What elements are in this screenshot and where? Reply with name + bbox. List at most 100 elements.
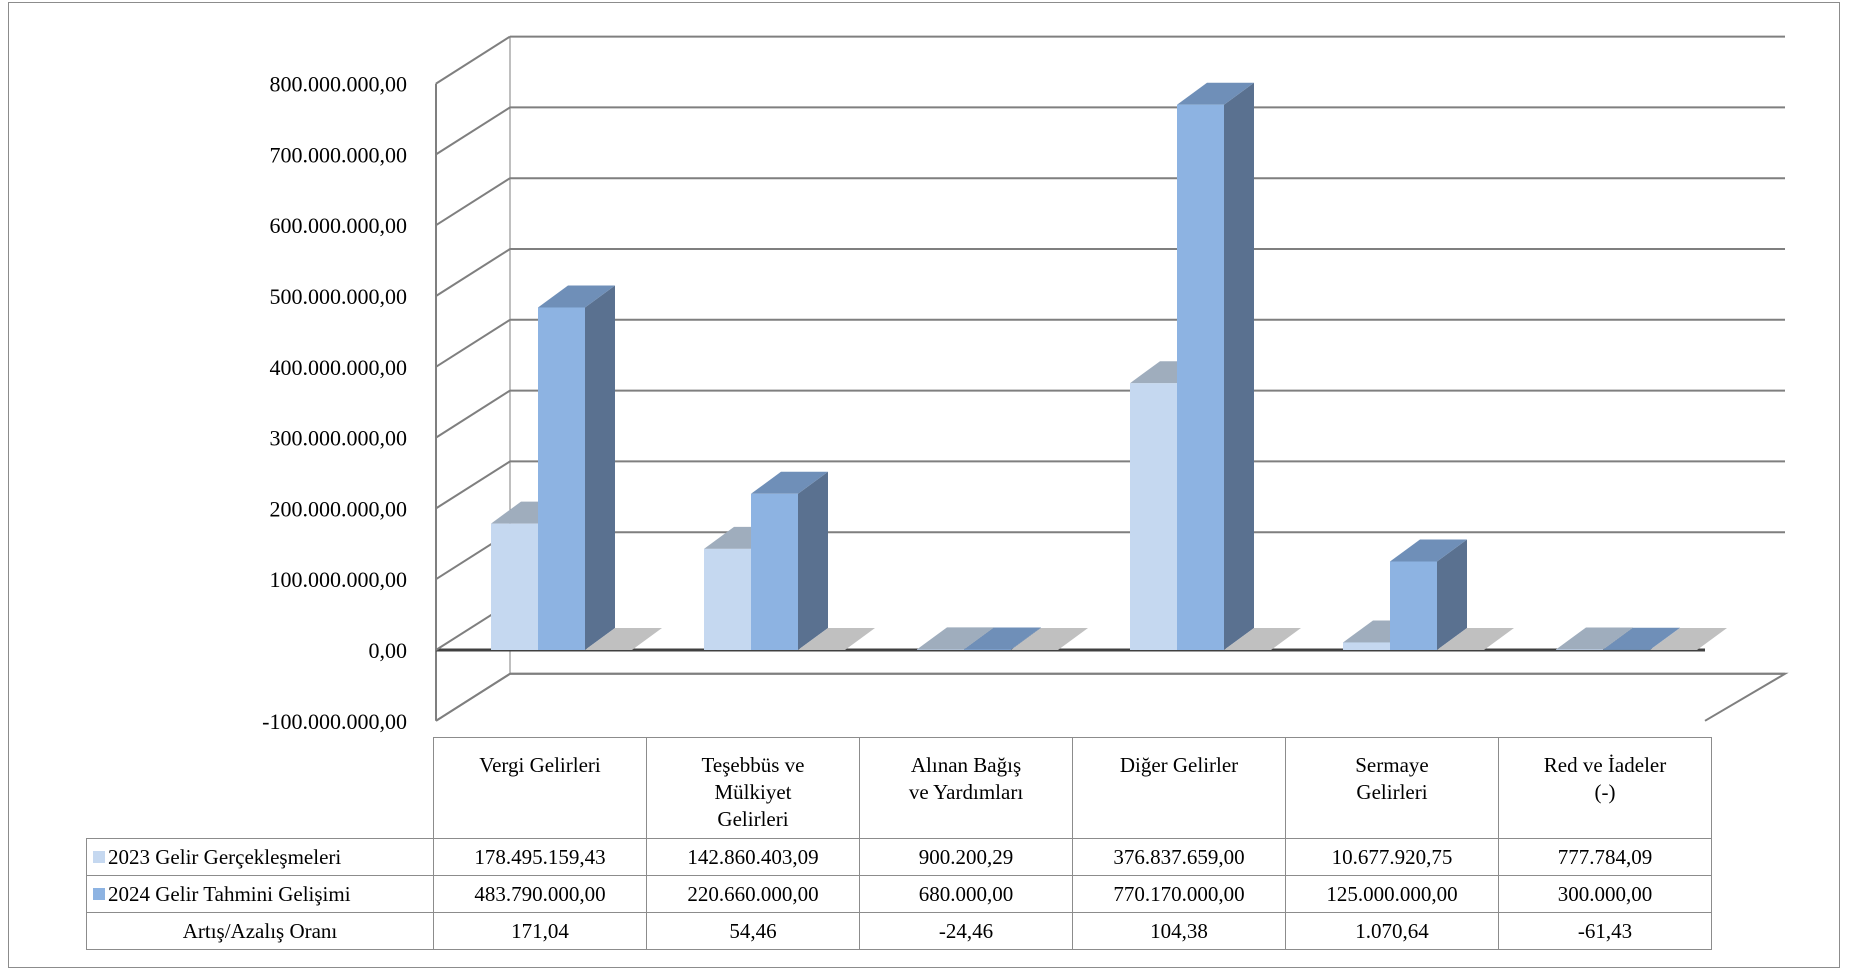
bar-shadow [1437,628,1514,650]
category-label-line: Mülkiyet [714,780,792,804]
bar-top [538,285,615,308]
data-label: 178.495.159,43 [433,838,647,876]
bar-side [585,285,615,650]
bar [704,548,751,650]
y-tick-label: 700.000.000,00 [270,142,408,167]
table-corner [86,737,434,839]
bar [1556,649,1603,650]
bar-top [1556,627,1633,650]
legend-key [93,850,105,863]
category-label-line: ve Yardımları [908,780,1024,804]
data-label: 220.660.000,00 [646,875,860,913]
data-label: 777.784,09 [1498,838,1712,876]
bar-top [1603,627,1680,650]
gridline [435,35,511,85]
data-label: 483.790.000,00 [433,875,647,913]
chart-frame [8,2,1840,968]
bar-side [1437,539,1467,650]
category-label-line: Teşebbüs ve [701,753,805,777]
table-row: 2023 Gelir Gerçekleşmeleri 178.495.159,43… [86,838,1712,876]
y-tick-label: 600.000.000,00 [270,213,408,238]
data-label: 125.000.000,00 [1285,875,1499,913]
chart-walls [435,35,1789,722]
bar-shadow [585,628,662,650]
y-tick-label: 500.000.000,00 [270,284,408,309]
y-tick-label: 200.000.000,00 [270,496,408,521]
category-label-line: Gelirleri [717,807,789,831]
category-label: Alınan Bağış ve Yardımları [859,737,1073,839]
bar-shadow [1650,628,1727,650]
bar [1390,561,1437,650]
table-row: Artış/Azalış Oranı 171,04 54,46 -24,46 104,3… [86,912,1712,950]
series-label: 2023 Gelir Gerçekleşmeleri [86,838,434,876]
ratio-value: 1.070,64 [1285,912,1499,950]
extra-row-label: Artış/Azalış Oranı [86,912,434,950]
legend-key [93,887,105,900]
bar-side [1224,82,1254,650]
data-label: 900.200,29 [859,838,1073,876]
category-label: Red ve İadeler (-) [1498,737,1712,839]
category-label-line: Vergi Gelirleri [479,753,601,777]
bar-top [964,627,1041,650]
ratio-value: 54,46 [646,912,860,950]
table-row: 2024 Gelir Tahmini Gelişimi 483.790.000,0… [86,875,1712,913]
y-tick-label: -100.000.000,00 [262,709,407,734]
category-label: Sermaye Gelirleri [1285,737,1499,839]
y-axis: 800.000.000,00 700.000.000,00 600.000.000,… [262,72,407,734]
bar-top [917,627,994,650]
category-label-line: Sermaye [1355,753,1429,777]
series-label: 2024 Gelir Tahmini Gelişimi [86,875,434,913]
bar-side [798,471,828,650]
category-label-line: Gelirleri [1356,780,1428,804]
gridline [435,389,511,439]
category-label-line: (-) [1594,780,1616,804]
y-tick-label: 800.000.000,00 [270,72,408,97]
category-label-line: Diğer Gelirler [1119,753,1239,777]
y-tick-label: 400.000.000,00 [270,355,408,380]
bar-top [1390,539,1467,562]
data-label: 300.000,00 [1498,875,1712,913]
data-label: 10.677.920,75 [1285,838,1499,876]
bar-side [1650,627,1680,650]
y-tick-label: 0,00 [369,638,408,663]
bar [1130,383,1177,650]
gridline [435,248,511,297]
ratio-value: -61,43 [1498,912,1712,950]
category-label: Teşebbüs ve Mülkiyet Gelirleri [646,737,860,839]
bar-shadow [798,628,875,650]
category-label: Vergi Gelirleri [433,737,647,839]
bar-top [1177,82,1254,105]
bar-top [751,471,828,494]
gridline [435,318,511,368]
category-label-line: Alınan Bağış [910,753,1022,777]
gridline [435,460,511,510]
bar-shadow [1224,628,1301,650]
series-name: 2024 Gelir Tahmini Gelişimi [108,881,351,906]
ratio-value: 171,04 [433,912,647,950]
data-label: 142.860.403,09 [646,838,860,876]
gridline [435,106,511,156]
floor-edge [435,672,1789,722]
category-label: Diğer Gelirler [1072,737,1286,839]
y-tick-label: 300.000.000,00 [270,426,408,451]
bars [491,82,1727,650]
bar [538,307,585,650]
bar [751,493,798,650]
bar [1343,642,1390,650]
data-label: 770.170.000,00 [1072,875,1286,913]
bar-side [1011,627,1041,650]
bar [917,649,964,650]
y-tick-label: 100.000.000,00 [270,567,408,592]
ratio-value: 104,38 [1072,912,1286,950]
series-name: 2023 Gelir Gerçekleşmeleri [108,844,342,869]
data-label: 376.837.659,00 [1072,838,1286,876]
data-table: Vergi Gelirleri Teşebbüs ve Mülkiyet Gelirl… [86,737,1712,950]
ratio-value: -24,46 [859,912,1073,950]
data-label: 680.000,00 [859,875,1073,913]
category-label-line: Red ve İadeler [1543,753,1667,777]
bar [491,523,538,650]
bar [1177,104,1224,650]
bar-shadow [1011,628,1088,650]
table-header-row: Vergi Gelirleri Teşebbüs ve Mülkiyet Gelirl… [86,737,1712,839]
